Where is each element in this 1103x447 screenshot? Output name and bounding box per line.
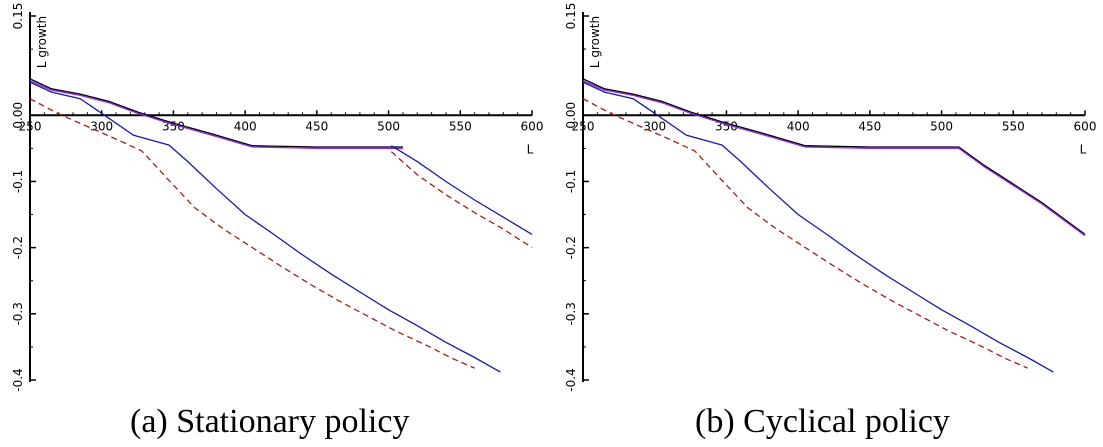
x-tick-label: 300 [643, 119, 666, 133]
x-tick-label: 250 [19, 119, 42, 133]
y-tick-label: 0.00 [564, 102, 578, 129]
x-tick-label: 400 [234, 119, 257, 133]
y-axis-label: L growth [35, 16, 49, 68]
series-line [582, 98, 1028, 369]
y-tick-label: -0.3 [11, 302, 25, 325]
x-tick-label: 250 [572, 119, 595, 133]
y-tick-label: -0.1 [11, 170, 25, 193]
x-tick-label: 550 [1002, 119, 1025, 133]
chart-stationary-policy: 250 300 350 400 450 500 550 6000.150.00-0.1-0.2… [11, 3, 544, 392]
series-line [29, 78, 403, 148]
series-line [582, 80, 1086, 237]
x-axis-label: L [527, 142, 534, 156]
series-line [582, 78, 1086, 235]
x-tick-label: 300 [90, 119, 113, 133]
x-tick-label: 500 [930, 119, 953, 133]
series-line [29, 98, 475, 369]
x-tick-label: 600 [1074, 119, 1097, 133]
series-line [29, 80, 403, 150]
caption-stationary-policy: (a) Stationary policy [130, 403, 410, 440]
series-line [582, 81, 1054, 373]
caption-cyclical-policy: (b) Cyclical policy [695, 403, 950, 440]
y-tick-label: -0.1 [564, 170, 578, 193]
x-tick-label: 550 [449, 119, 472, 133]
x-tick-label: 400 [787, 119, 810, 133]
y-tick-label: -0.2 [11, 236, 25, 259]
y-tick-label: -0.2 [564, 236, 578, 259]
series-line [391, 145, 533, 235]
y-tick-label: -0.4 [564, 368, 578, 391]
y-tick-label: 0.00 [11, 102, 25, 129]
x-tick-label: 600 [521, 119, 544, 133]
series-line [390, 151, 533, 249]
chart-cyclical-policy: 250 300 350 400 450 500 550 6000.150.00-0.1-0.2… [564, 3, 1097, 392]
x-tick-label: 500 [377, 119, 400, 133]
y-axis-label: L growth [588, 16, 602, 68]
y-tick-label: 0.15 [564, 3, 578, 30]
series-line [29, 81, 501, 373]
x-tick-label: 450 [305, 119, 328, 133]
x-tick-label: 450 [858, 119, 881, 133]
y-tick-label: 0.15 [11, 3, 25, 30]
x-axis-label: L [1080, 142, 1087, 156]
y-tick-label: -0.3 [564, 302, 578, 325]
y-tick-label: -0.4 [11, 368, 25, 391]
